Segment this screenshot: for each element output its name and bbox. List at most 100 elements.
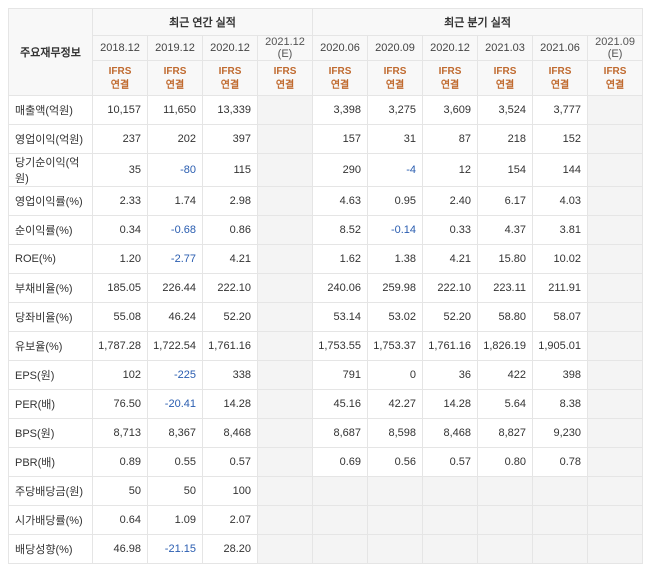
data-cell: 0.86 [203,216,258,245]
data-cell: 2.98 [203,187,258,216]
data-cell: 1.38 [368,245,423,274]
data-cell: 58.80 [478,303,533,332]
data-cell: 398 [533,361,588,390]
data-cell: 50 [148,477,203,506]
data-cell: 50 [93,477,148,506]
data-cell [258,125,313,154]
table-row: 주당배당금(원)5050100 [9,477,643,506]
row-label: PBR(배) [9,448,93,477]
data-cell: 15.80 [478,245,533,274]
data-cell [588,96,643,125]
data-cell: 1.09 [148,506,203,535]
period-header: 2021.06 [533,36,588,61]
data-cell: 0.56 [368,448,423,477]
row-label: 영업이익률(%) [9,187,93,216]
data-cell: 422 [478,361,533,390]
row-label: 당기순이익(억원) [9,154,93,187]
data-cell: 222.10 [423,274,478,303]
data-cell: 8.38 [533,390,588,419]
data-cell: 4.37 [478,216,533,245]
row-label: EPS(원) [9,361,93,390]
data-cell [478,535,533,564]
row-label: 배당성향(%) [9,535,93,564]
data-cell: 240.06 [313,274,368,303]
data-cell: 202 [148,125,203,154]
data-cell [588,390,643,419]
ifrs-header: IFRS연결 [368,61,423,96]
data-cell: 87 [423,125,478,154]
data-cell: 259.98 [368,274,423,303]
data-cell: 222.10 [203,274,258,303]
data-cell [313,477,368,506]
data-cell [588,245,643,274]
data-cell: 8,687 [313,419,368,448]
data-cell [258,216,313,245]
data-cell [423,477,478,506]
data-cell: 3,524 [478,96,533,125]
data-cell: 226.44 [148,274,203,303]
data-cell: 8,827 [478,419,533,448]
data-cell: 144 [533,154,588,187]
data-cell: 791 [313,361,368,390]
data-cell: 237 [93,125,148,154]
data-cell: 0.55 [148,448,203,477]
data-cell [258,245,313,274]
data-cell [368,506,423,535]
data-cell [478,477,533,506]
period-header: 2020.06 [313,36,368,61]
data-cell: 14.28 [423,390,478,419]
data-cell: 152 [533,125,588,154]
table-row: ROE(%)1.20-2.774.211.621.384.2115.8010.0… [9,245,643,274]
data-cell [313,506,368,535]
data-cell: 10,157 [93,96,148,125]
data-cell: 338 [203,361,258,390]
data-cell: 0 [368,361,423,390]
data-cell: 52.20 [203,303,258,332]
row-label: 주당배당금(원) [9,477,93,506]
period-header: 2020.12 [203,36,258,61]
data-cell: 1,761.16 [423,332,478,361]
data-cell: 53.02 [368,303,423,332]
ifrs-row: IFRS연결 IFRS연결 IFRS연결 IFRS연결 IFRS연결 IFRS연… [9,61,643,96]
data-cell: 55.08 [93,303,148,332]
data-cell [588,535,643,564]
data-cell: 0.34 [93,216,148,245]
data-cell: -2.77 [148,245,203,274]
row-label: ROE(%) [9,245,93,274]
data-cell: 0.33 [423,216,478,245]
period-header-est: 2021.09 (E) [588,36,643,61]
ifrs-header: IFRS연결 [203,61,258,96]
data-cell [258,506,313,535]
row-label: PER(배) [9,390,93,419]
data-cell [258,535,313,564]
data-cell [368,477,423,506]
data-cell: -0.68 [148,216,203,245]
ifrs-header: IFRS연결 [148,61,203,96]
data-cell [588,361,643,390]
table-row: PER(배)76.50-20.4114.2845.1642.2714.285.6… [9,390,643,419]
data-cell: 4.63 [313,187,368,216]
data-cell: 154 [478,154,533,187]
quarter-group-header: 최근 분기 실적 [313,9,643,36]
row-label: 유보율(%) [9,332,93,361]
period-row: 2018.12 2019.12 2020.12 2021.12 (E) 2020… [9,36,643,61]
data-cell: 6.17 [478,187,533,216]
data-cell [313,535,368,564]
data-cell: 2.33 [93,187,148,216]
data-cell [588,216,643,245]
data-cell [588,448,643,477]
data-cell: 397 [203,125,258,154]
data-cell: 8,713 [93,419,148,448]
data-cell: -0.14 [368,216,423,245]
data-cell: 0.69 [313,448,368,477]
data-cell: -20.41 [148,390,203,419]
row-label-header: 주요재무정보 [9,9,93,96]
data-cell: -4 [368,154,423,187]
table-row: 배당성향(%)46.98-21.1528.20 [9,535,643,564]
row-label: BPS(원) [9,419,93,448]
data-cell [588,419,643,448]
data-cell [588,154,643,187]
data-cell: 1,826.19 [478,332,533,361]
data-cell: 1.74 [148,187,203,216]
data-cell [258,274,313,303]
